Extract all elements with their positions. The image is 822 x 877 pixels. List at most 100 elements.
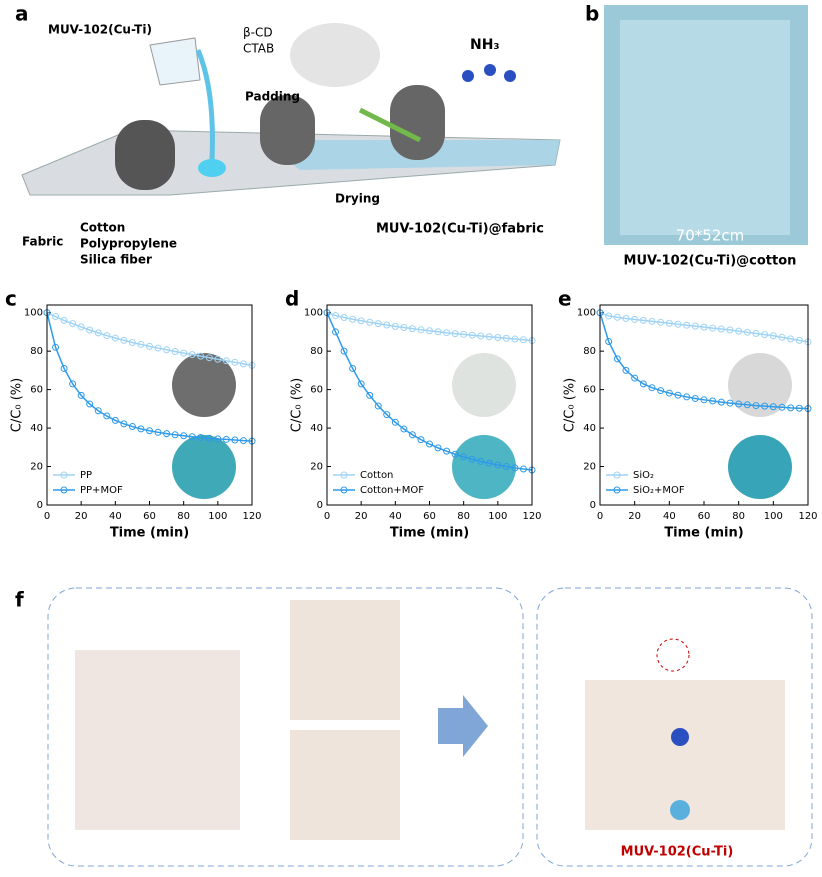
y-tick-label: 20 (30, 462, 43, 473)
arrow (358, 107, 422, 143)
label: Cotton (80, 221, 125, 235)
marker (468, 331, 476, 339)
marker (357, 317, 365, 325)
marker (205, 354, 213, 362)
roller (115, 120, 175, 190)
marker (752, 329, 760, 337)
x-tick-label: 0 (44, 511, 50, 522)
marker (52, 343, 60, 351)
y-tick-label: 80 (30, 346, 43, 357)
inset-photo (452, 353, 516, 417)
x-tick-label: 120 (522, 511, 541, 522)
label: MUV-102(Cu-Ti)@fabric (376, 222, 544, 237)
marker (778, 333, 786, 341)
marker (622, 314, 630, 322)
marker (519, 336, 527, 344)
y-axis-label: C/C₀ (%) (290, 378, 305, 432)
marker (120, 420, 128, 428)
y-tick-label: 40 (583, 423, 596, 434)
marker (485, 459, 493, 467)
marker (494, 334, 502, 341)
marker (648, 317, 656, 325)
marker (477, 332, 485, 340)
marker (400, 324, 408, 331)
x-tick-label: 80 (177, 511, 190, 522)
marker (485, 333, 493, 341)
marker (778, 403, 786, 411)
marker (613, 355, 621, 363)
y-tick-label: 60 (310, 385, 323, 396)
y-tick-label: 0 (590, 500, 596, 511)
frame (536, 587, 813, 867)
structure (290, 730, 400, 840)
marker (188, 433, 196, 441)
x-tick-label: 100 (488, 511, 507, 522)
atom (504, 70, 516, 82)
marker (60, 316, 68, 324)
legend-label: PP (80, 470, 92, 481)
marker (443, 447, 451, 455)
legend-marker (60, 486, 68, 494)
marker (657, 318, 665, 326)
x-tick-label: 20 (628, 511, 641, 522)
marker (691, 322, 699, 330)
marker (417, 326, 425, 334)
marker (391, 418, 399, 426)
marker (111, 416, 119, 424)
x-axis-label: Time (min) (390, 526, 469, 541)
marker (735, 400, 743, 408)
marker (128, 423, 136, 431)
atom (671, 728, 689, 746)
x-tick-label: 60 (423, 511, 436, 522)
plot-frame (599, 304, 809, 506)
x-tick-label: 0 (324, 511, 330, 522)
panel-label: f (15, 588, 24, 612)
plot-frame (326, 304, 533, 506)
label: CTAB (243, 42, 274, 56)
marker (717, 398, 725, 406)
marker (752, 402, 760, 410)
marker (214, 355, 222, 363)
marker (735, 327, 743, 335)
marker (468, 455, 476, 463)
marker (349, 315, 357, 323)
marker (769, 332, 777, 340)
series-line (46, 312, 253, 367)
marker (761, 331, 769, 339)
x-tick-label: 80 (457, 511, 470, 522)
panel-label: a (15, 2, 29, 26)
marker (665, 389, 673, 397)
x-tick-label: 120 (798, 511, 817, 522)
crystal-structure (75, 650, 240, 830)
marker (434, 328, 442, 336)
marker (657, 387, 665, 395)
marker (128, 339, 136, 346)
marker (502, 334, 510, 342)
marker (180, 349, 188, 357)
marker (154, 344, 162, 352)
marker (146, 342, 153, 350)
panel-label: d (285, 287, 299, 311)
caption: MUV-102(Cu-Ti) (621, 845, 734, 860)
marker (374, 402, 382, 410)
series-line (46, 312, 253, 442)
marker (180, 432, 188, 440)
marker (111, 334, 119, 342)
marker (103, 412, 111, 420)
marker (511, 464, 519, 472)
marker (639, 316, 647, 324)
marker (477, 457, 485, 465)
marker (665, 319, 673, 327)
marker (239, 360, 247, 368)
marker (709, 397, 717, 405)
marker (426, 440, 433, 448)
marker (408, 325, 416, 333)
marker (94, 329, 102, 337)
marker (709, 324, 717, 332)
marker (146, 427, 153, 435)
marker (691, 394, 699, 402)
marker (631, 315, 639, 323)
marker (417, 436, 425, 444)
marker (717, 325, 725, 333)
